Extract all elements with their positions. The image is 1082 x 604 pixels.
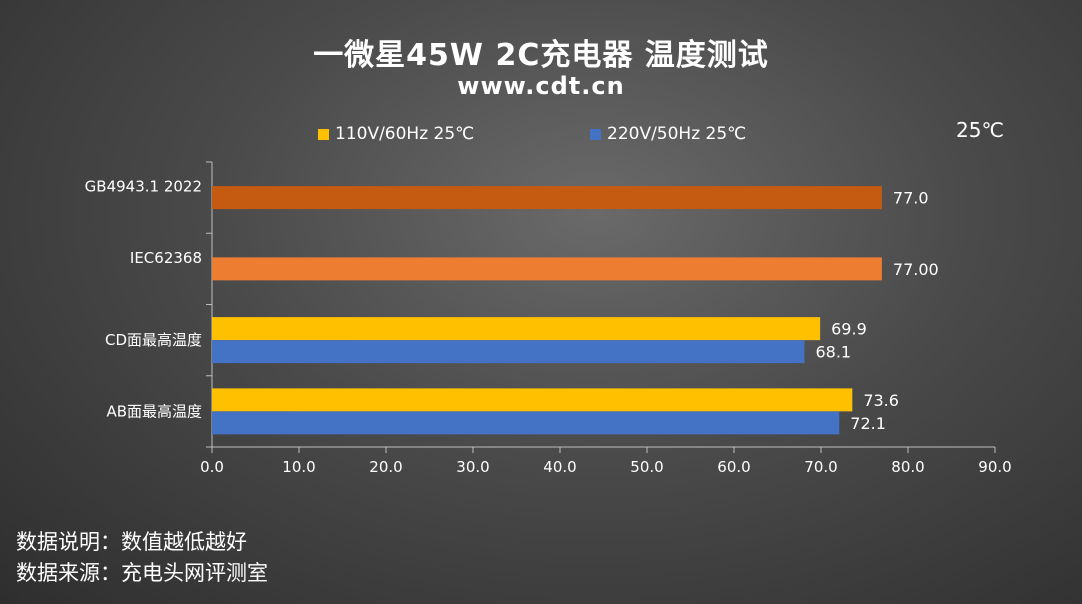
x-tick-label: 20.0 (369, 458, 402, 476)
x-tick-label: 40.0 (543, 458, 576, 476)
chart-title: 一微星45W 2C充电器 温度测试 (313, 38, 769, 73)
data-label-series-2: 68.1 (815, 343, 851, 362)
bar-series-2-2 (212, 340, 805, 364)
x-tick-label: 30.0 (456, 458, 489, 476)
x-tick-label: 80.0 (891, 458, 924, 476)
legend-swatch-110v (318, 128, 329, 140)
data-label-series-1: 73.6 (863, 391, 899, 410)
x-tick-label: 50.0 (630, 458, 663, 476)
x-tick-label: 60.0 (717, 458, 750, 476)
category-label: IEC62368 (130, 249, 202, 267)
category-label: GB4943.1 2022 (85, 178, 202, 196)
bar-series-1-2 (212, 317, 821, 341)
category-label: AB面最高温度 (106, 402, 202, 420)
category-label: CD面最高温度 (105, 331, 202, 349)
data-label-limit: 77.00 (893, 260, 939, 279)
bar-series-1-3 (212, 388, 853, 412)
chart-legend: 110V/60Hz 25℃ 220V/50Hz 25℃ (0, 124, 1082, 148)
bar-limit-iec62368 (212, 257, 882, 281)
x-tick-label: 10.0 (282, 458, 315, 476)
bar-limit-gb4943-1-2022 (212, 186, 882, 210)
data-source-note: 数据来源：充电头网评测室 (16, 561, 268, 585)
legend-label-110v: 110V/60Hz 25℃ (335, 124, 475, 144)
x-tick-label: 0.0 (200, 458, 224, 476)
bar-series-2-3 (212, 411, 840, 435)
legend-label-220v: 220V/50Hz 25℃ (607, 124, 747, 144)
data-label-series-2: 72.1 (850, 414, 886, 433)
data-label-series-1: 69.9 (831, 320, 867, 339)
x-tick-label: 70.0 (804, 458, 837, 476)
data-label-limit: 77.0 (893, 189, 929, 208)
ambient-temperature-note: 25℃ (956, 118, 1004, 142)
legend-item-220v: 220V/50Hz 25℃ (590, 124, 746, 144)
x-tick-label: 90.0 (978, 458, 1011, 476)
legend-swatch-220v (590, 128, 601, 140)
chart-subtitle: www.cdt.cn (457, 72, 625, 100)
legend-item-110v: 110V/60Hz 25℃ (318, 124, 474, 144)
data-explanation-note: 数据说明：数值越低越好 (16, 530, 247, 554)
